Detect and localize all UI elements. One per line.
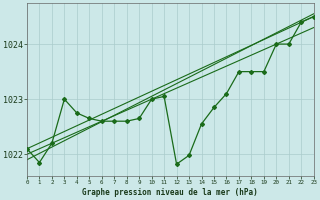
X-axis label: Graphe pression niveau de la mer (hPa): Graphe pression niveau de la mer (hPa): [83, 188, 258, 197]
